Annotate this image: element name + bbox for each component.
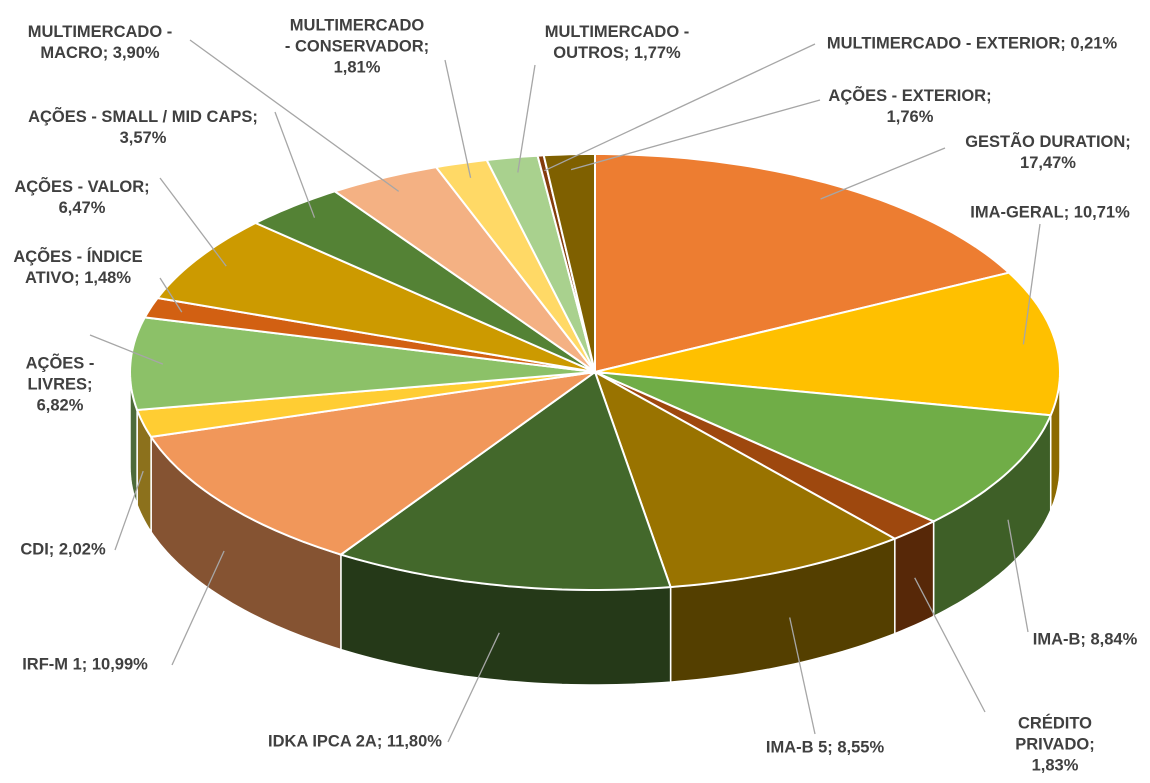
data-label: LIVRES; [27,375,92,393]
data-label: 1,81% [334,58,381,76]
slice [593,369,898,589]
leader-line [114,470,144,551]
slice [253,190,596,373]
leader-line [159,277,183,313]
data-label: MULTIMERCADO - [545,23,690,41]
data-label: AÇÕES - EXTERIOR; [828,85,991,105]
data-label: 1,83% [1032,756,1079,774]
data-label: IMA-B; 8,84% [1033,630,1138,648]
leader-line [447,632,500,743]
data-label: AÇÕES - ÍNDICE [13,246,142,266]
leader-line [189,39,400,192]
leader-line [274,111,316,218]
data-label: ATIVO; 1,48% [25,269,131,287]
slice [149,371,596,556]
slice-side [894,520,935,635]
slice [128,316,596,412]
leader-line [517,64,536,173]
data-label: CDI; 2,02% [20,540,106,558]
data-label: 6,47% [59,199,106,217]
leader-line [171,550,225,666]
slice [135,371,596,438]
data-label: IMA-GERAL; 10,71% [970,203,1130,221]
leader-line [914,577,986,713]
leader-line [570,99,821,171]
data-label: CRÉDITO [1018,713,1092,732]
leader-line [789,617,816,735]
slice [434,158,596,373]
data-label: 3,57% [120,129,167,147]
data-label: MULTIMERCADO - [28,23,173,41]
slice [338,370,672,591]
data-label: IMA-B 5; 8,55% [766,738,885,756]
data-label: MULTIMERCADO - EXTERIOR; 0,21% [827,34,1118,52]
data-label: AÇÕES - VALOR; [14,176,149,196]
data-label: AÇÕES - [26,352,95,372]
slice [485,154,596,373]
leader-line [1007,519,1029,633]
data-label: 6,82% [37,396,84,414]
leader-line [444,59,472,178]
data-label: 1,76% [887,108,934,126]
slice [542,153,596,373]
slice [594,271,1062,417]
data-label: IRF-M 1; 10,99% [22,655,148,673]
data-label: OUTROS; 1,77% [553,44,681,62]
data-label: MULTIMERCADO [290,16,425,34]
data-label: AÇÕES - SMALL / MID CAPS; [28,106,258,126]
leader-line [1022,223,1041,345]
slice [332,166,596,373]
leader-line [544,43,816,172]
data-label: - CONSERVADOR; [285,37,429,55]
data-label: IDKA IPCA 2A; 11,80% [268,732,442,750]
data-label: GESTÃO DURATION; [965,131,1131,151]
slice [594,153,1011,374]
slice [155,221,596,373]
slice [594,371,1053,523]
leader-line [820,147,946,200]
data-label: PRIVADO; [1015,735,1094,753]
slice [594,371,936,540]
data-label: 17,47% [1020,154,1076,172]
leader-line [89,334,164,365]
data-label: MACRO; 3,90% [40,44,160,62]
leader-line [159,177,227,267]
